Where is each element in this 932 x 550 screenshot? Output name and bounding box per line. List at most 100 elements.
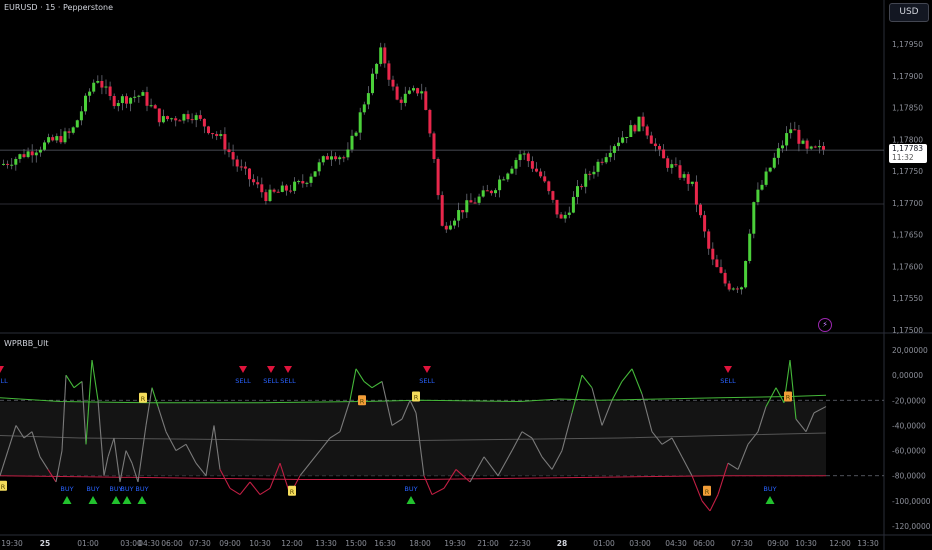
wpr-line-segment: [455, 469, 471, 483]
currency-button[interactable]: USD: [889, 3, 929, 22]
wpr-line-segment: [195, 462, 207, 477]
lightning-icon[interactable]: ⚡: [818, 318, 832, 332]
candle: [235, 159, 239, 167]
buy-arrow: [765, 496, 775, 504]
candle: [432, 133, 436, 159]
candle: [621, 137, 625, 143]
sell-label: SELL: [0, 377, 8, 385]
candle: [727, 283, 731, 290]
candle: [555, 199, 559, 215]
candle: [194, 115, 198, 121]
indicator-axis-label: -20,0000: [892, 396, 926, 405]
candle: [129, 97, 133, 104]
wpr-line-segment: [175, 443, 187, 452]
candle: [809, 146, 813, 149]
time-axis-label: 09:00: [219, 539, 241, 548]
candle: [530, 161, 534, 169]
candle: [84, 95, 87, 112]
sell-arrow: [267, 366, 275, 373]
candlestick-series: [2, 42, 825, 295]
time-axis-label: 06:00: [161, 539, 183, 548]
wpr-line-segment: [611, 381, 623, 401]
candle: [596, 161, 600, 172]
candle: [198, 115, 202, 119]
sell-label: SELL: [419, 377, 435, 385]
candle: [768, 167, 772, 172]
candle: [10, 164, 14, 166]
wpr-line-segment: [157, 406, 167, 432]
candle: [264, 192, 268, 202]
wpr-line-segment: [651, 431, 663, 445]
wpr-line-segment: [371, 380, 383, 389]
candle: [744, 260, 748, 288]
candle: [145, 92, 149, 106]
buy-label: BUY: [404, 485, 417, 493]
candle: [321, 156, 325, 163]
candle: [379, 47, 383, 64]
wpr-line-segment: [483, 456, 499, 477]
candle: [781, 145, 784, 149]
rebound-marker: [139, 392, 147, 403]
rebound-label: R: [786, 394, 791, 402]
price-axis-label: 1,17850: [892, 104, 923, 113]
time-axis-label: 25: [40, 539, 50, 548]
rebound-label: R: [705, 488, 710, 496]
wpr-line-segment: [363, 380, 373, 389]
current-price-label: 1,17783: [892, 144, 924, 153]
rebound-label: R: [290, 488, 295, 496]
candle: [79, 111, 83, 121]
candle: [116, 103, 120, 107]
wpr-line-segment: [239, 481, 251, 495]
candle: [658, 146, 661, 150]
wpr-line-segment: [391, 418, 403, 426]
candle: [543, 176, 547, 182]
time-axis-label: 07:30: [189, 539, 211, 548]
candle: [764, 171, 768, 185]
wpr-line-segment: [747, 431, 759, 445]
time-axis-label: 03:00: [629, 539, 651, 548]
wpr-line-segment: [339, 400, 351, 432]
candle: [100, 80, 104, 88]
wpr-line-segment: [85, 360, 93, 445]
current-price-tag: 1,17783 11:32: [889, 144, 927, 163]
candle: [735, 288, 739, 290]
time-axis-label: 04:30: [665, 539, 687, 548]
candle: [63, 131, 67, 143]
candle: [772, 157, 776, 168]
symbol-title[interactable]: EURUSD · 15 · Pepperstone: [4, 3, 114, 12]
wpr-line-segment: [631, 368, 643, 395]
wpr-line-segment: [551, 450, 563, 470]
buy-label: BUY: [60, 485, 73, 493]
wpr-line-segment: [531, 437, 543, 458]
wpr-line-segment: [23, 431, 33, 439]
sell-arrow: [284, 366, 292, 373]
candle: [571, 196, 575, 213]
candle: [260, 184, 264, 193]
time-axis-label: 12:00: [281, 539, 303, 548]
candle: [514, 160, 518, 169]
wpr-line-segment: [81, 381, 87, 445]
axes: 1,17950 1,17900 1,17850 1,17800 1,17750 1,177…: [1, 40, 931, 548]
candle: [653, 143, 657, 147]
candle: [588, 173, 592, 175]
wpr-line-segment: [205, 425, 215, 476]
price-axis-label: 1,17750: [892, 167, 923, 176]
rebound-label: R: [360, 397, 365, 405]
candle: [108, 86, 112, 96]
candle-countdown: 11:32: [892, 153, 914, 162]
candle: [239, 166, 243, 168]
candle: [448, 225, 452, 230]
wpr-line-segment: [701, 500, 711, 512]
candle: [403, 93, 407, 103]
candle: [219, 134, 223, 136]
candle: [14, 158, 18, 165]
wpr-line-segment: [309, 450, 321, 464]
buy-arrow: [122, 496, 132, 504]
candle: [817, 146, 821, 148]
candle: [157, 108, 161, 123]
candle: [399, 99, 403, 103]
wpr-line-segment: [355, 368, 365, 382]
indicator-title[interactable]: WPRBB_Ult: [4, 339, 49, 348]
candle: [243, 166, 247, 169]
